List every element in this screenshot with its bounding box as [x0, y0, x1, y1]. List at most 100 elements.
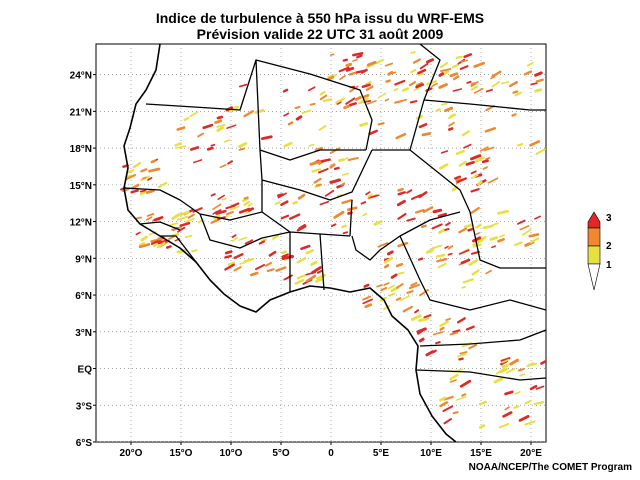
- turbulence-streak: [142, 176, 147, 180]
- turbulence-streak: [243, 110, 255, 118]
- turbulence-streak: [519, 225, 530, 231]
- turbulence-streak: [435, 253, 446, 258]
- lon-tick-label: 15°E: [470, 448, 492, 459]
- turbulence-streak: [521, 228, 532, 236]
- turbulence-streak: [397, 191, 406, 196]
- lon-tick-label: 20°E: [520, 448, 542, 459]
- turbulence-streak: [242, 197, 249, 202]
- turbulence-streak: [441, 102, 448, 106]
- turbulence-streak: [314, 278, 323, 283]
- turbulence-streak: [449, 113, 456, 118]
- turbulence-streak: [224, 254, 233, 259]
- turbulence-streak: [171, 213, 181, 221]
- turbulence-streak: [449, 373, 459, 381]
- turbulence-streak: [397, 187, 404, 192]
- turbulence-streak: [338, 66, 350, 73]
- turbulence-streak: [410, 51, 416, 54]
- turbulence-streak: [183, 116, 190, 122]
- turbulence-streak: [310, 260, 318, 266]
- turbulence-streak: [452, 88, 463, 92]
- turbulence-streak: [455, 55, 463, 59]
- turbulence-streak: [535, 148, 546, 155]
- turbulence-streak: [247, 207, 255, 212]
- turbulence-streak: [238, 142, 248, 148]
- turbulence-streak: [534, 71, 543, 77]
- turbulence-streak: [470, 170, 477, 175]
- lat-tick-label: 12°N: [70, 218, 92, 229]
- lon-tick-label: 5°E: [373, 448, 390, 459]
- turbulence-streak: [452, 329, 461, 334]
- turbulence-streak: [472, 239, 484, 247]
- turbulence-streak: [399, 98, 408, 103]
- legend-swatch-2: [587, 227, 601, 247]
- turbulence-streak: [410, 314, 422, 321]
- turbulence-streak: [458, 249, 470, 255]
- turbulence-streak: [470, 174, 479, 180]
- turbulence-streak: [329, 178, 341, 184]
- turbulence-streak: [367, 193, 373, 198]
- turbulence-streak: [386, 250, 394, 256]
- turbulence-streak: [135, 216, 142, 220]
- turbulence-streak: [264, 261, 273, 267]
- turbulence-streak: [514, 241, 523, 247]
- turbulence-streak: [294, 278, 305, 285]
- turbulence-streak: [397, 212, 407, 220]
- turbulence-streak: [459, 65, 469, 70]
- turbulence-streak: [140, 235, 148, 242]
- turbulence-streak: [327, 74, 337, 78]
- turbulence-streak: [298, 223, 306, 230]
- turbulence-streak: [362, 93, 370, 99]
- turbulence-streak: [145, 216, 153, 221]
- turbulence-streak: [359, 122, 368, 127]
- lon-tick-label: 5°O: [272, 448, 290, 459]
- turbulence-streak: [261, 135, 273, 141]
- turbulence-streak: [385, 79, 391, 83]
- lat-tick-label: EQ: [78, 365, 93, 376]
- country-borders: [123, 44, 546, 381]
- turbulence-streak: [135, 231, 141, 236]
- turbulence-streak: [425, 247, 435, 254]
- turbulence-streak: [352, 58, 358, 62]
- turbulence-streak: [313, 177, 322, 184]
- turbulence-streak: [301, 109, 312, 115]
- lat-tick-label: 21°N: [70, 107, 92, 118]
- turbulence-streak: [376, 284, 383, 288]
- turbulence-streak: [491, 81, 501, 88]
- lon-tick-label: 0: [328, 448, 334, 459]
- turbulence-streak: [408, 283, 421, 290]
- turbulence-streak: [397, 241, 409, 248]
- turbulence-streak: [432, 331, 444, 336]
- turbulence-streak: [454, 175, 462, 180]
- turbulence-streak: [340, 182, 346, 186]
- turbulence-streak: [216, 126, 225, 132]
- turbulence-streak: [132, 161, 142, 169]
- latitude-labels: 24°N 21°N 18°N 15°N 12°N 9°N 6°N 3°N EQ 3°S 6°S: [70, 71, 96, 449]
- turbulence-streak: [179, 210, 190, 217]
- turbulence-streak: [187, 213, 195, 219]
- turbulence-streak: [341, 198, 353, 205]
- turbulence-streak: [401, 87, 410, 92]
- turbulence-streak: [191, 249, 198, 253]
- turbulence-streak: [140, 168, 148, 173]
- turbulence-streak: [227, 160, 234, 165]
- turbulence-streak: [487, 177, 499, 184]
- turbulence-streak: [438, 163, 449, 170]
- turbulence-streak: [426, 58, 435, 64]
- turbulence-streak: [156, 241, 166, 249]
- turbulence-streak: [516, 219, 526, 225]
- turbulence-streak: [283, 112, 290, 117]
- turbulence-streak: [210, 143, 216, 147]
- longitude-labels: 20°O 15°O 10°O 5°O 0 5°E 10°E 15°E 20°E: [120, 442, 542, 459]
- turbulence-streak: [254, 108, 265, 115]
- turbulence-streak: [497, 237, 505, 243]
- turbulence-streak: [418, 191, 428, 199]
- turbulence-streak: [157, 181, 168, 189]
- turbulence-streak: [473, 61, 485, 68]
- turbulence-streak: [528, 233, 540, 238]
- turbulence-streak: [409, 100, 418, 104]
- turbulence-streak: [395, 262, 404, 268]
- turbulence-streak: [266, 268, 275, 273]
- turbulence-streak: [330, 223, 337, 228]
- turbulence-streak: [483, 146, 495, 152]
- turbulence-streak: [472, 236, 482, 243]
